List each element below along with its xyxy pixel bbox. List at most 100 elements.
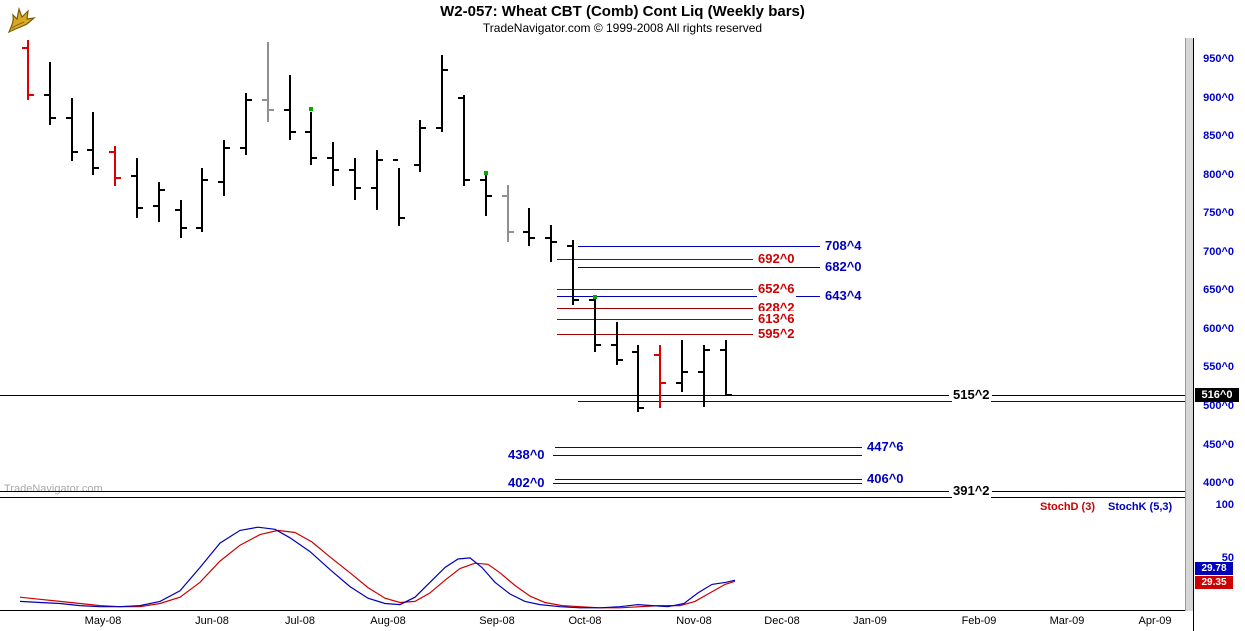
price-level-label: 515^2 xyxy=(952,387,991,403)
pane-separator-line xyxy=(0,497,1193,498)
legend-stochk[interactable]: StochK (5,3) xyxy=(1108,501,1173,513)
open-tick xyxy=(589,298,594,301)
close-tick xyxy=(138,207,143,210)
close-tick xyxy=(661,382,666,385)
price-axis-label: 850^0 xyxy=(1203,130,1234,143)
price-level-label: 692^0 xyxy=(757,251,796,267)
support-resistance-line xyxy=(553,455,862,456)
price-bar xyxy=(441,55,443,132)
time-axis-label: Jul-08 xyxy=(285,615,315,627)
gold-hand-glyph xyxy=(7,6,36,34)
open-tick xyxy=(523,230,528,233)
support-resistance-line xyxy=(557,259,753,260)
close-tick xyxy=(291,130,296,133)
price-bar xyxy=(332,141,334,186)
close-tick xyxy=(203,179,208,182)
stochastic-pane[interactable] xyxy=(0,497,1186,610)
open-tick xyxy=(284,109,289,112)
price-bar xyxy=(201,167,203,232)
close-tick xyxy=(421,126,426,129)
price-axis-label: 950^0 xyxy=(1203,53,1234,65)
support-resistance-line xyxy=(557,334,753,335)
price-bar xyxy=(267,42,269,122)
price-bar xyxy=(71,97,73,161)
price-bar xyxy=(572,239,574,306)
stoch-line-k xyxy=(19,526,736,609)
chart-title: W2-057: Wheat CBT (Comb) Cont Liq (Weekl… xyxy=(440,3,805,20)
price-axis-label: 550^0 xyxy=(1203,361,1234,374)
close-tick xyxy=(618,358,623,361)
price-bar xyxy=(703,345,705,407)
support-resistance-line xyxy=(555,479,862,480)
stoch-plot xyxy=(19,526,736,609)
price-bar xyxy=(27,39,29,101)
close-tick xyxy=(443,69,448,72)
time-axis-label: Oct-08 xyxy=(568,615,602,627)
support-resistance-line xyxy=(578,401,1186,402)
close-tick xyxy=(596,344,601,347)
open-tick xyxy=(720,348,725,351)
axis-divider-line xyxy=(1193,38,1194,631)
price-level-label: 708^4 xyxy=(824,238,863,254)
price-level-label: 595^2 xyxy=(757,326,796,342)
time-axis-label: Apr-09 xyxy=(1138,615,1172,627)
time-axis-label: Sep-08 xyxy=(479,615,515,627)
open-tick xyxy=(240,146,245,149)
support-resistance-line xyxy=(557,296,820,297)
support-resistance-line xyxy=(578,246,820,247)
open-tick xyxy=(371,187,376,189)
open-tick xyxy=(436,126,441,129)
open-tick xyxy=(87,149,92,152)
time-axis-label: May-08 xyxy=(84,615,122,627)
time-axis-label: Mar-09 xyxy=(1049,615,1085,627)
price-bar xyxy=(725,339,727,397)
price-axis-label: 700^0 xyxy=(1203,245,1234,258)
price-bar xyxy=(245,93,247,155)
open-tick xyxy=(175,208,180,211)
stochd-value-box: 29.35 xyxy=(1195,576,1233,589)
price-level-label: 613^6 xyxy=(757,311,796,327)
open-tick xyxy=(393,159,398,162)
buy-signal-dot xyxy=(309,107,313,112)
open-tick xyxy=(22,46,27,49)
price-bar xyxy=(681,339,683,392)
open-tick xyxy=(109,150,114,153)
chart-bottom-border xyxy=(0,610,1193,611)
right-margin-scrollbar[interactable] xyxy=(1185,38,1193,611)
price-bar xyxy=(158,181,160,222)
indicator-axis-label: 100 xyxy=(1215,499,1234,511)
open-tick xyxy=(66,116,71,119)
price-level-label: 391^2 xyxy=(952,483,991,499)
price-axis-label: 450^0 xyxy=(1203,438,1234,451)
last-price-box: 516^0 xyxy=(1195,388,1239,402)
close-tick xyxy=(225,146,230,149)
close-tick xyxy=(509,230,514,233)
close-tick xyxy=(727,393,732,396)
close-tick xyxy=(51,116,56,119)
close-tick xyxy=(400,217,405,220)
time-axis-label: Nov-08 xyxy=(676,615,712,627)
close-tick xyxy=(530,237,535,240)
stochk-value-box: 29.78 xyxy=(1195,562,1233,575)
price-level-label: 402^0 xyxy=(507,475,546,491)
price-bar xyxy=(550,225,552,262)
close-tick xyxy=(378,159,383,162)
open-tick xyxy=(327,156,332,159)
stoch-line-d xyxy=(19,529,736,609)
price-bar xyxy=(594,298,596,353)
close-tick xyxy=(639,406,644,409)
price-level-label: 406^0 xyxy=(866,471,905,487)
open-tick xyxy=(44,93,49,96)
close-tick xyxy=(356,187,361,189)
close-tick xyxy=(269,109,274,112)
open-tick xyxy=(545,237,550,240)
open-tick xyxy=(414,163,419,166)
price-bar xyxy=(419,120,421,172)
price-bar xyxy=(398,167,400,226)
price-level-label: 447^6 xyxy=(866,439,905,455)
support-resistance-line xyxy=(557,289,753,290)
legend-stochd[interactable]: StochD (3) xyxy=(1040,501,1095,513)
price-bar xyxy=(223,140,225,196)
close-tick xyxy=(487,194,492,197)
open-tick xyxy=(349,169,354,172)
